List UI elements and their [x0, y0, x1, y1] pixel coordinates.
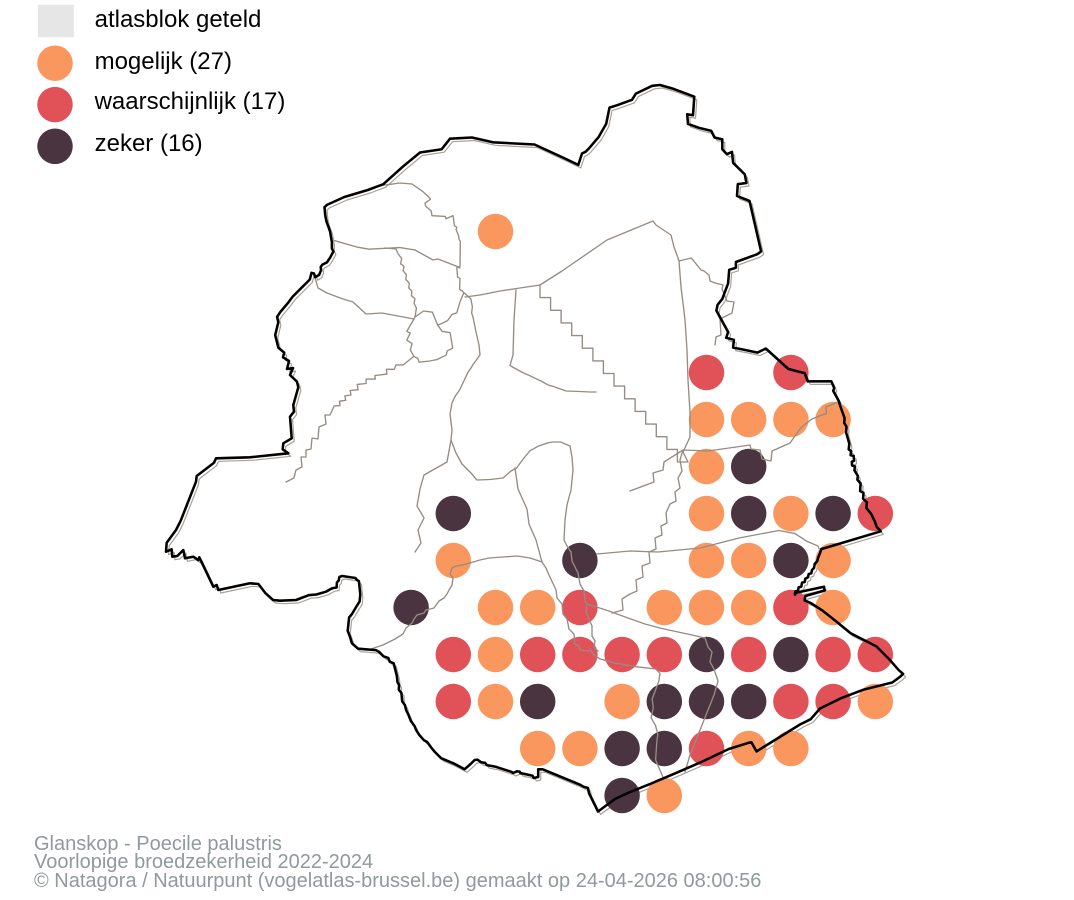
svg-text:waarschijnlijk (17): waarschijnlijk (17) — [94, 88, 286, 115]
svg-text:atlasblok geteld: atlasblok geteld — [95, 6, 262, 33]
svg-text:zeker (16): zeker (16) — [95, 130, 203, 157]
svg-text:mogelijk (27): mogelijk (27) — [95, 48, 232, 75]
